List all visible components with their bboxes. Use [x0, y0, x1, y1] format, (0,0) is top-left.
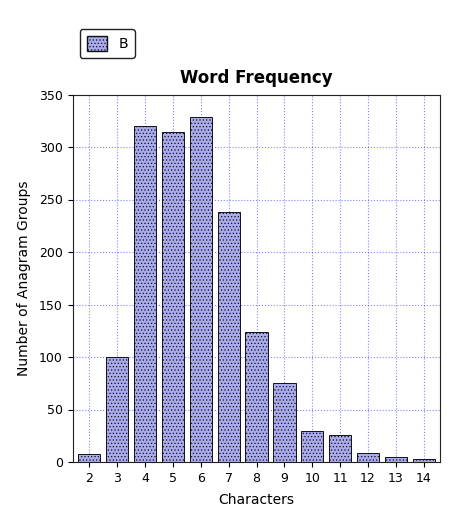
- Bar: [357, 453, 379, 462]
- Bar: [329, 435, 351, 462]
- Title: Word Frequency: Word Frequency: [180, 69, 333, 87]
- Bar: [78, 454, 100, 462]
- Bar: [245, 332, 268, 462]
- Legend: B: B: [79, 29, 135, 58]
- Bar: [273, 383, 296, 462]
- X-axis label: Characters: Characters: [218, 493, 295, 507]
- Bar: [106, 357, 128, 462]
- Bar: [217, 212, 240, 462]
- Bar: [301, 430, 323, 462]
- Bar: [134, 126, 156, 462]
- Bar: [385, 457, 407, 462]
- Bar: [413, 459, 435, 462]
- Bar: [190, 117, 212, 462]
- Y-axis label: Number of Anagram Groups: Number of Anagram Groups: [17, 181, 31, 376]
- Bar: [162, 132, 184, 462]
